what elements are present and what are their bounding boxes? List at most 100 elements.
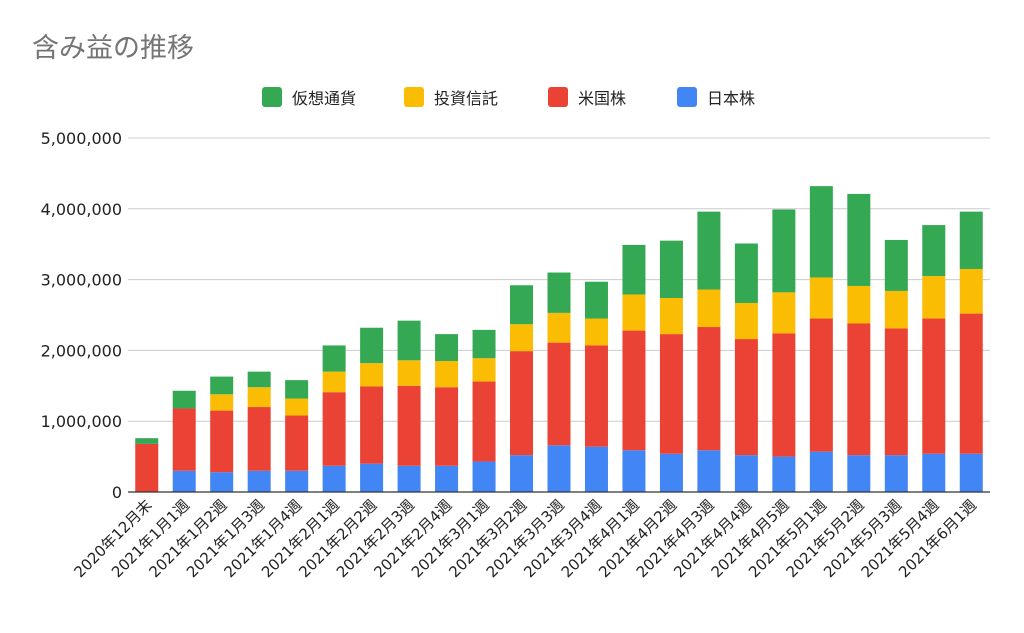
- bar-segment: [847, 455, 871, 492]
- bar-segment: [247, 470, 271, 492]
- bar-segment: [809, 186, 833, 278]
- bar-segment: [772, 209, 796, 293]
- bar-segment: [922, 453, 946, 492]
- bar-segment: [397, 320, 421, 361]
- bar-segment: [772, 456, 796, 492]
- bar-segment: [472, 329, 496, 359]
- legend-label: 投資信託: [434, 89, 499, 108]
- bar-segment: [285, 415, 309, 471]
- bar-segment: [584, 318, 608, 346]
- legend-item: 米国株: [548, 84, 626, 110]
- bar-segment: [697, 211, 721, 290]
- bar-segment: [322, 392, 346, 466]
- legend-swatch: [262, 87, 282, 107]
- bar-segment: [884, 328, 908, 456]
- legend-item: 日本株: [677, 84, 755, 110]
- bar-segment: [659, 298, 683, 335]
- bar-segment: [172, 390, 196, 409]
- bar-segment: [247, 407, 271, 471]
- bar-segment: [922, 225, 946, 277]
- bar-segment: [435, 387, 459, 466]
- bar-segment: [584, 345, 608, 447]
- bar-segment: [547, 272, 571, 313]
- bar-segment: [172, 408, 196, 471]
- bar-segment: [360, 363, 384, 387]
- y-tick-label: 5,000,000: [41, 129, 122, 148]
- bar-segment: [285, 380, 309, 399]
- bar-segment: [135, 443, 159, 492]
- bar-segment: [135, 438, 159, 444]
- legend-swatch: [548, 87, 568, 107]
- bar-segment: [510, 324, 534, 352]
- bar-segment: [734, 302, 758, 340]
- bar-segment: [360, 386, 384, 464]
- y-tick-label: 1,000,000: [41, 412, 122, 431]
- bar-segment: [210, 376, 234, 395]
- bar-segment: [435, 334, 459, 362]
- bar-segment: [547, 312, 571, 343]
- bar-segment: [322, 345, 346, 372]
- bar-segment: [772, 333, 796, 457]
- bar-segment: [472, 381, 496, 462]
- legend-swatch: [404, 87, 424, 107]
- bar-segment: [809, 277, 833, 319]
- bar-segment: [622, 330, 646, 451]
- bar-segment: [210, 472, 234, 492]
- bar-segment: [322, 465, 346, 492]
- bar-segment: [584, 446, 608, 492]
- bar-segment: [397, 465, 421, 492]
- bar-segment: [622, 450, 646, 492]
- bar-segment: [847, 285, 871, 324]
- bar-segment: [547, 342, 571, 446]
- bar-segment: [847, 193, 871, 286]
- bar-segment: [659, 240, 683, 299]
- bar-segment: [360, 463, 384, 492]
- legend-label: 日本株: [707, 89, 756, 108]
- bar-segment: [472, 461, 496, 492]
- bar-segment: [884, 239, 908, 291]
- bar-segment: [922, 276, 946, 319]
- legend-item: 仮想通貨: [262, 84, 356, 110]
- bar-segment: [322, 371, 346, 393]
- bar-segment: [510, 455, 534, 492]
- bar-segment: [734, 243, 758, 303]
- bar-segment: [622, 294, 646, 331]
- bar-segment: [397, 385, 421, 466]
- bar-segment: [884, 290, 908, 329]
- bar-segment: [285, 398, 309, 416]
- legend: 仮想通貨 投資信託 米国株 日本株: [0, 84, 1024, 110]
- bar-segment: [772, 292, 796, 334]
- legend-item: 投資信託: [404, 84, 498, 110]
- bar-segment: [659, 453, 683, 492]
- bar-segment: [584, 281, 608, 319]
- bar-segment: [734, 455, 758, 492]
- bar-segment: [285, 470, 309, 492]
- bar-segment: [697, 327, 721, 451]
- bar-segment: [922, 318, 946, 454]
- bar-segment: [247, 387, 271, 408]
- bar-segment: [809, 451, 833, 492]
- bar-segment: [809, 318, 833, 452]
- chart-title: 含み益の推移: [32, 33, 194, 64]
- y-tick-label: 4,000,000: [41, 200, 122, 219]
- bar-segment: [247, 371, 271, 388]
- y-tick-label: 0: [112, 483, 122, 502]
- bar-segment: [510, 285, 534, 325]
- legend-label: 仮想通貨: [292, 89, 357, 108]
- bar-segment: [697, 289, 721, 328]
- legend-label: 米国株: [578, 89, 627, 108]
- bar-segment: [847, 323, 871, 456]
- bar-segment: [360, 327, 384, 364]
- bar-segment: [959, 211, 983, 269]
- bar-segment: [510, 351, 534, 456]
- bar-segment: [210, 410, 234, 473]
- bar-segment: [884, 455, 908, 492]
- legend-swatch: [677, 87, 697, 107]
- bar-segment: [697, 450, 721, 492]
- y-tick-label: 2,000,000: [41, 341, 122, 360]
- bar-segment: [210, 394, 234, 411]
- bar-segment: [435, 465, 459, 492]
- bar-segment: [959, 453, 983, 492]
- bar-segment: [397, 360, 421, 386]
